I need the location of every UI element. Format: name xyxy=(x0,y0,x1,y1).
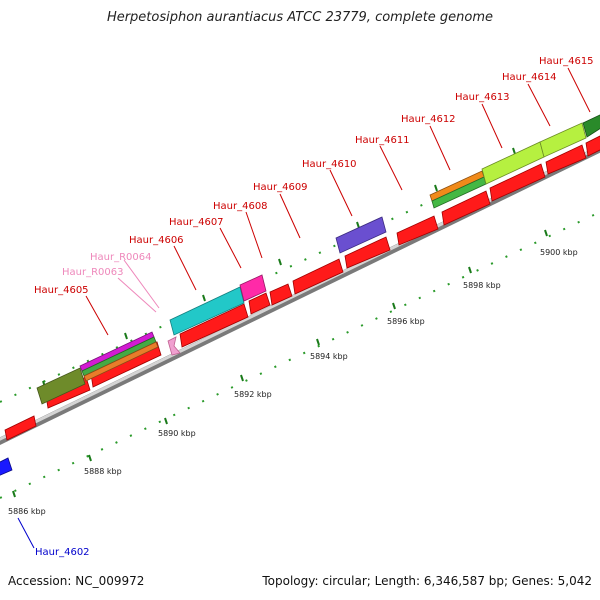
cds-arrow xyxy=(179,303,249,348)
annotation-features xyxy=(0,114,600,476)
cds-arrow xyxy=(545,144,587,175)
gene-label: Haur_R0064 xyxy=(90,252,152,263)
scale-label: 5890 kbp xyxy=(158,429,196,438)
gene-label: Haur_4612 xyxy=(401,114,456,125)
feature-lime xyxy=(539,122,587,158)
feature-striped xyxy=(83,341,159,382)
cds-arrow xyxy=(292,258,344,295)
gene-labels: Haur_4602 Haur_4605 Haur_R0063 Haur_R006… xyxy=(34,56,594,558)
accession-text: Accession: NC_009972 xyxy=(8,574,145,588)
gene-label: Haur_4614 xyxy=(502,72,557,83)
gene-label: Haur_4608 xyxy=(213,201,268,212)
scale-label: 5892 kbp xyxy=(234,390,272,399)
cds-features xyxy=(4,135,600,441)
gene-label: Haur_4613 xyxy=(455,92,510,103)
feature-blue xyxy=(0,457,13,476)
gene-label: Haur_4610 xyxy=(302,159,357,170)
scale-label: 5896 kbp xyxy=(387,317,425,326)
gene-label: Haur_R0063 xyxy=(62,267,124,278)
gene-label: Haur_4605 xyxy=(34,285,89,296)
gene-label: Haur_4607 xyxy=(169,217,224,228)
feature-magenta xyxy=(239,274,267,302)
map-title: Herpetosiphon aurantiacus ATCC 23779, co… xyxy=(106,10,494,25)
cds-arrow xyxy=(269,283,293,306)
cds-arrow xyxy=(585,135,600,157)
feature-olive xyxy=(36,367,86,405)
gene-label: Haur_4606 xyxy=(129,235,184,246)
scale-label: 5888 kbp xyxy=(84,467,122,476)
scale-label: 5886 kbp xyxy=(8,507,46,516)
feature-darkgreen xyxy=(582,114,600,138)
scale-labels: 5886 kbp 5888 kbp 5890 kbp 5892 kbp 5894… xyxy=(8,248,578,516)
cds-arrow xyxy=(441,190,491,226)
scale-label: 5900 kbp xyxy=(540,248,578,257)
gene-label: Haur_4615 xyxy=(539,56,594,67)
feature-purple xyxy=(335,216,387,254)
gene-label: Haur_4609 xyxy=(253,182,308,193)
cds-arrow xyxy=(344,236,391,269)
summary-text: Topology: circular; Length: 6,346,587 bp… xyxy=(262,574,592,588)
cds-arrow xyxy=(248,292,271,315)
gene-label: Haur_4602 xyxy=(35,547,90,558)
gene-label: Haur_4611 xyxy=(355,135,410,146)
cds-arrow xyxy=(396,215,439,246)
label-connectors xyxy=(17,67,591,549)
scale-label: 5898 kbp xyxy=(463,281,501,290)
feature-cyan xyxy=(169,286,245,336)
rna-feature xyxy=(167,336,181,356)
cds-arrow xyxy=(4,415,37,441)
cds-arrow xyxy=(489,163,546,202)
scale-major-ticks xyxy=(12,229,548,498)
scale-label: 5894 kbp xyxy=(310,352,348,361)
